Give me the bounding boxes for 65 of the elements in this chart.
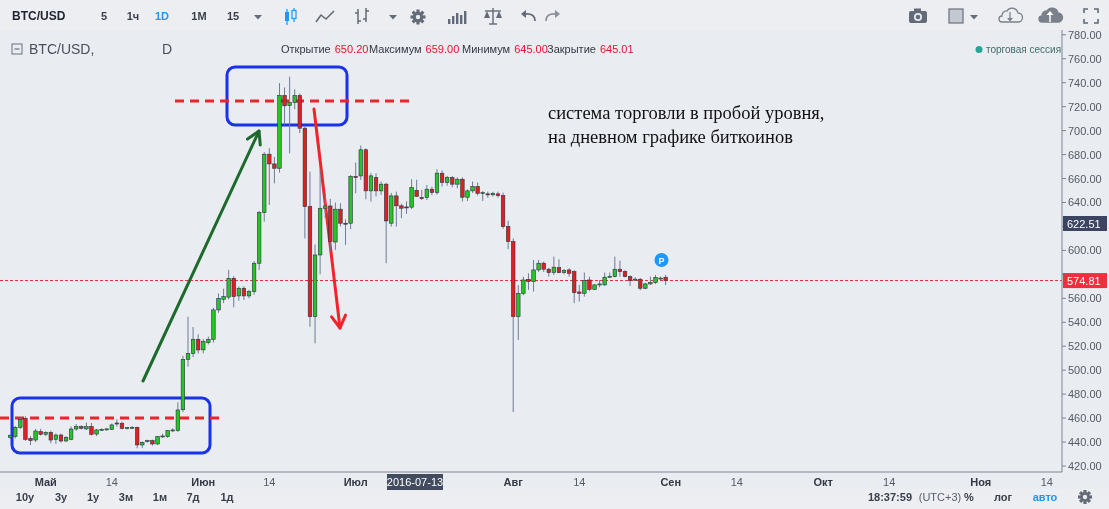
text: 10у: [15, 491, 36, 503]
y-tick-label: 700.00: [1068, 124, 1102, 137]
text: 1D: [154, 10, 170, 22]
y-tick-label: 440.00: [1068, 436, 1102, 449]
text: 7д: [186, 491, 200, 503]
y-tick-label: 740.00: [1068, 76, 1102, 89]
text: 1ч: [126, 10, 140, 22]
annotation: 645.00: [514, 43, 548, 55]
annotation: 659.00: [425, 43, 460, 55]
y-tick-label: 520.00: [1068, 340, 1102, 353]
text: %: [964, 491, 975, 503]
y-tick-label: 500.00: [1068, 364, 1102, 377]
y-tick-label: 460.00: [1068, 412, 1102, 425]
text: 18:37:59: [867, 491, 913, 503]
text: авто: [1032, 491, 1058, 503]
x-tick-label: 14: [263, 476, 276, 488]
text: 5: [100, 10, 108, 22]
text: 1M: [191, 10, 207, 22]
x-tick-label: Авг: [503, 476, 524, 488]
annotation: Минимум: [462, 43, 511, 55]
text: 1м: [152, 491, 168, 503]
y-tick-label: 600.00: [1068, 244, 1102, 257]
x-tick-label: Сен: [660, 476, 682, 488]
text: 3у: [54, 491, 68, 503]
x-tick-label: Июл: [343, 476, 368, 488]
y-tick-label: 720.00: [1068, 100, 1102, 113]
text: 1у: [86, 491, 100, 503]
y-tick-label: 760.00: [1068, 52, 1102, 65]
x-tick-label: Окт: [813, 476, 834, 488]
x-tick-label: Июн: [191, 476, 216, 488]
annotation: 650.20: [334, 43, 369, 55]
x-tick-label: Ноя: [970, 476, 992, 488]
x-tick-label: 14: [105, 476, 118, 488]
text: 3м: [118, 491, 134, 503]
text: 15: [226, 10, 240, 22]
x-tick-label: 14: [573, 476, 586, 488]
text: 1д: [220, 491, 234, 503]
y-tick-label: 480.00: [1068, 388, 1102, 401]
x-tick-label: 14: [730, 476, 743, 488]
text: 622.51: [1067, 217, 1101, 230]
ref-line-label: 574.81: [1067, 274, 1101, 287]
y-tick-label: 780.00: [1068, 28, 1102, 41]
annotation: BTC/USD,: [29, 41, 95, 57]
y-tick-label: 660.00: [1068, 172, 1102, 185]
y-tick-label: 540.00: [1068, 316, 1102, 329]
letter-badge-icon: P: [654, 253, 669, 267]
text: система торговли в пробой уровня, на дневном графике биткоинов: [548, 103, 825, 147]
text: 2016-07-13: [386, 476, 444, 488]
text: BTC/USD: [12, 9, 66, 23]
annotation: P: [658, 255, 665, 266]
text: (UTC+3): [918, 491, 962, 503]
x-tick-label: 14: [883, 476, 896, 488]
text: лог: [993, 491, 1013, 503]
y-tick-label: 420.00: [1068, 460, 1102, 473]
y-tick-label: 680.00: [1068, 148, 1102, 161]
x-tick-label: Май: [34, 476, 57, 488]
x-tick-label: 14: [1040, 476, 1053, 488]
y-tick-label: 640.00: [1068, 196, 1102, 209]
annotation: торговая сессия: [986, 44, 1062, 55]
y-tick-label: 560.00: [1068, 292, 1102, 305]
annotation: 645.01: [599, 43, 634, 55]
annotation: Закрытие: [547, 43, 596, 55]
annotation: Открытие: [281, 43, 331, 55]
annotation: Максимум: [369, 43, 422, 55]
annotation: D: [162, 41, 173, 57]
